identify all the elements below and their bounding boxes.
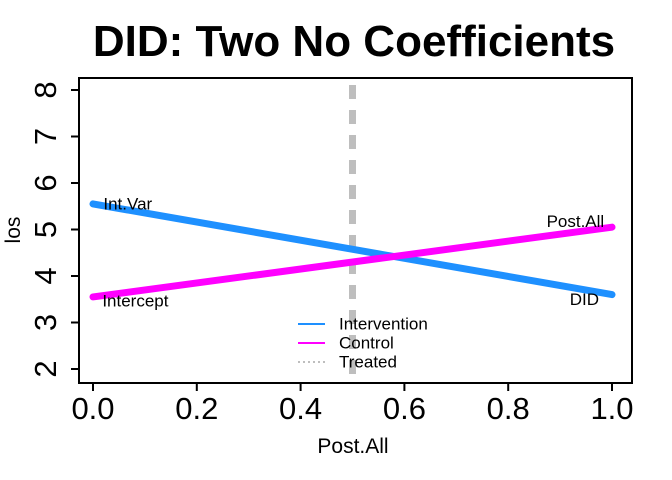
annotation-did: DID [570,290,599,309]
y-tick-label: 7 [28,128,63,145]
series-line-control [89,223,616,301]
x-tick-label: 0.2 [175,391,218,426]
legend-label-treated: Treated [339,353,397,372]
annotation-intercept: Intercept [102,292,168,311]
annotations: Int.Var Intercept Post.All DID [102,194,604,310]
y-tick-label: 5 [28,221,63,238]
x-axis-label: Post.All [317,435,388,458]
y-tick-label: 6 [28,174,63,191]
series-lines [89,200,616,301]
y-tick-label: 3 [28,314,63,331]
chart-title: DID: Two No Coefficients [93,17,615,66]
y-tick-label: 4 [28,267,63,284]
legend-label-intervention: Intervention [339,315,428,334]
y-tick-label: 8 [28,81,63,98]
x-tick-label: 1.0 [590,391,633,426]
series-line-intervention [89,200,616,299]
annotation-int-var: Int.Var [103,194,152,213]
y-axis-label: los [2,217,25,244]
axes: 0.0 0.2 0.4 0.6 0.8 1.0 2 3 4 5 6 7 8 [28,77,634,426]
legend-label-control: Control [339,334,394,353]
x-tick-label: 0.8 [487,391,530,426]
x-tick-label: 0.4 [279,391,322,426]
x-tick-label: 0.0 [71,391,114,426]
annotation-post-all: Post.All [547,212,605,231]
y-tick-label: 2 [28,360,63,377]
x-tick-label: 0.6 [383,391,426,426]
